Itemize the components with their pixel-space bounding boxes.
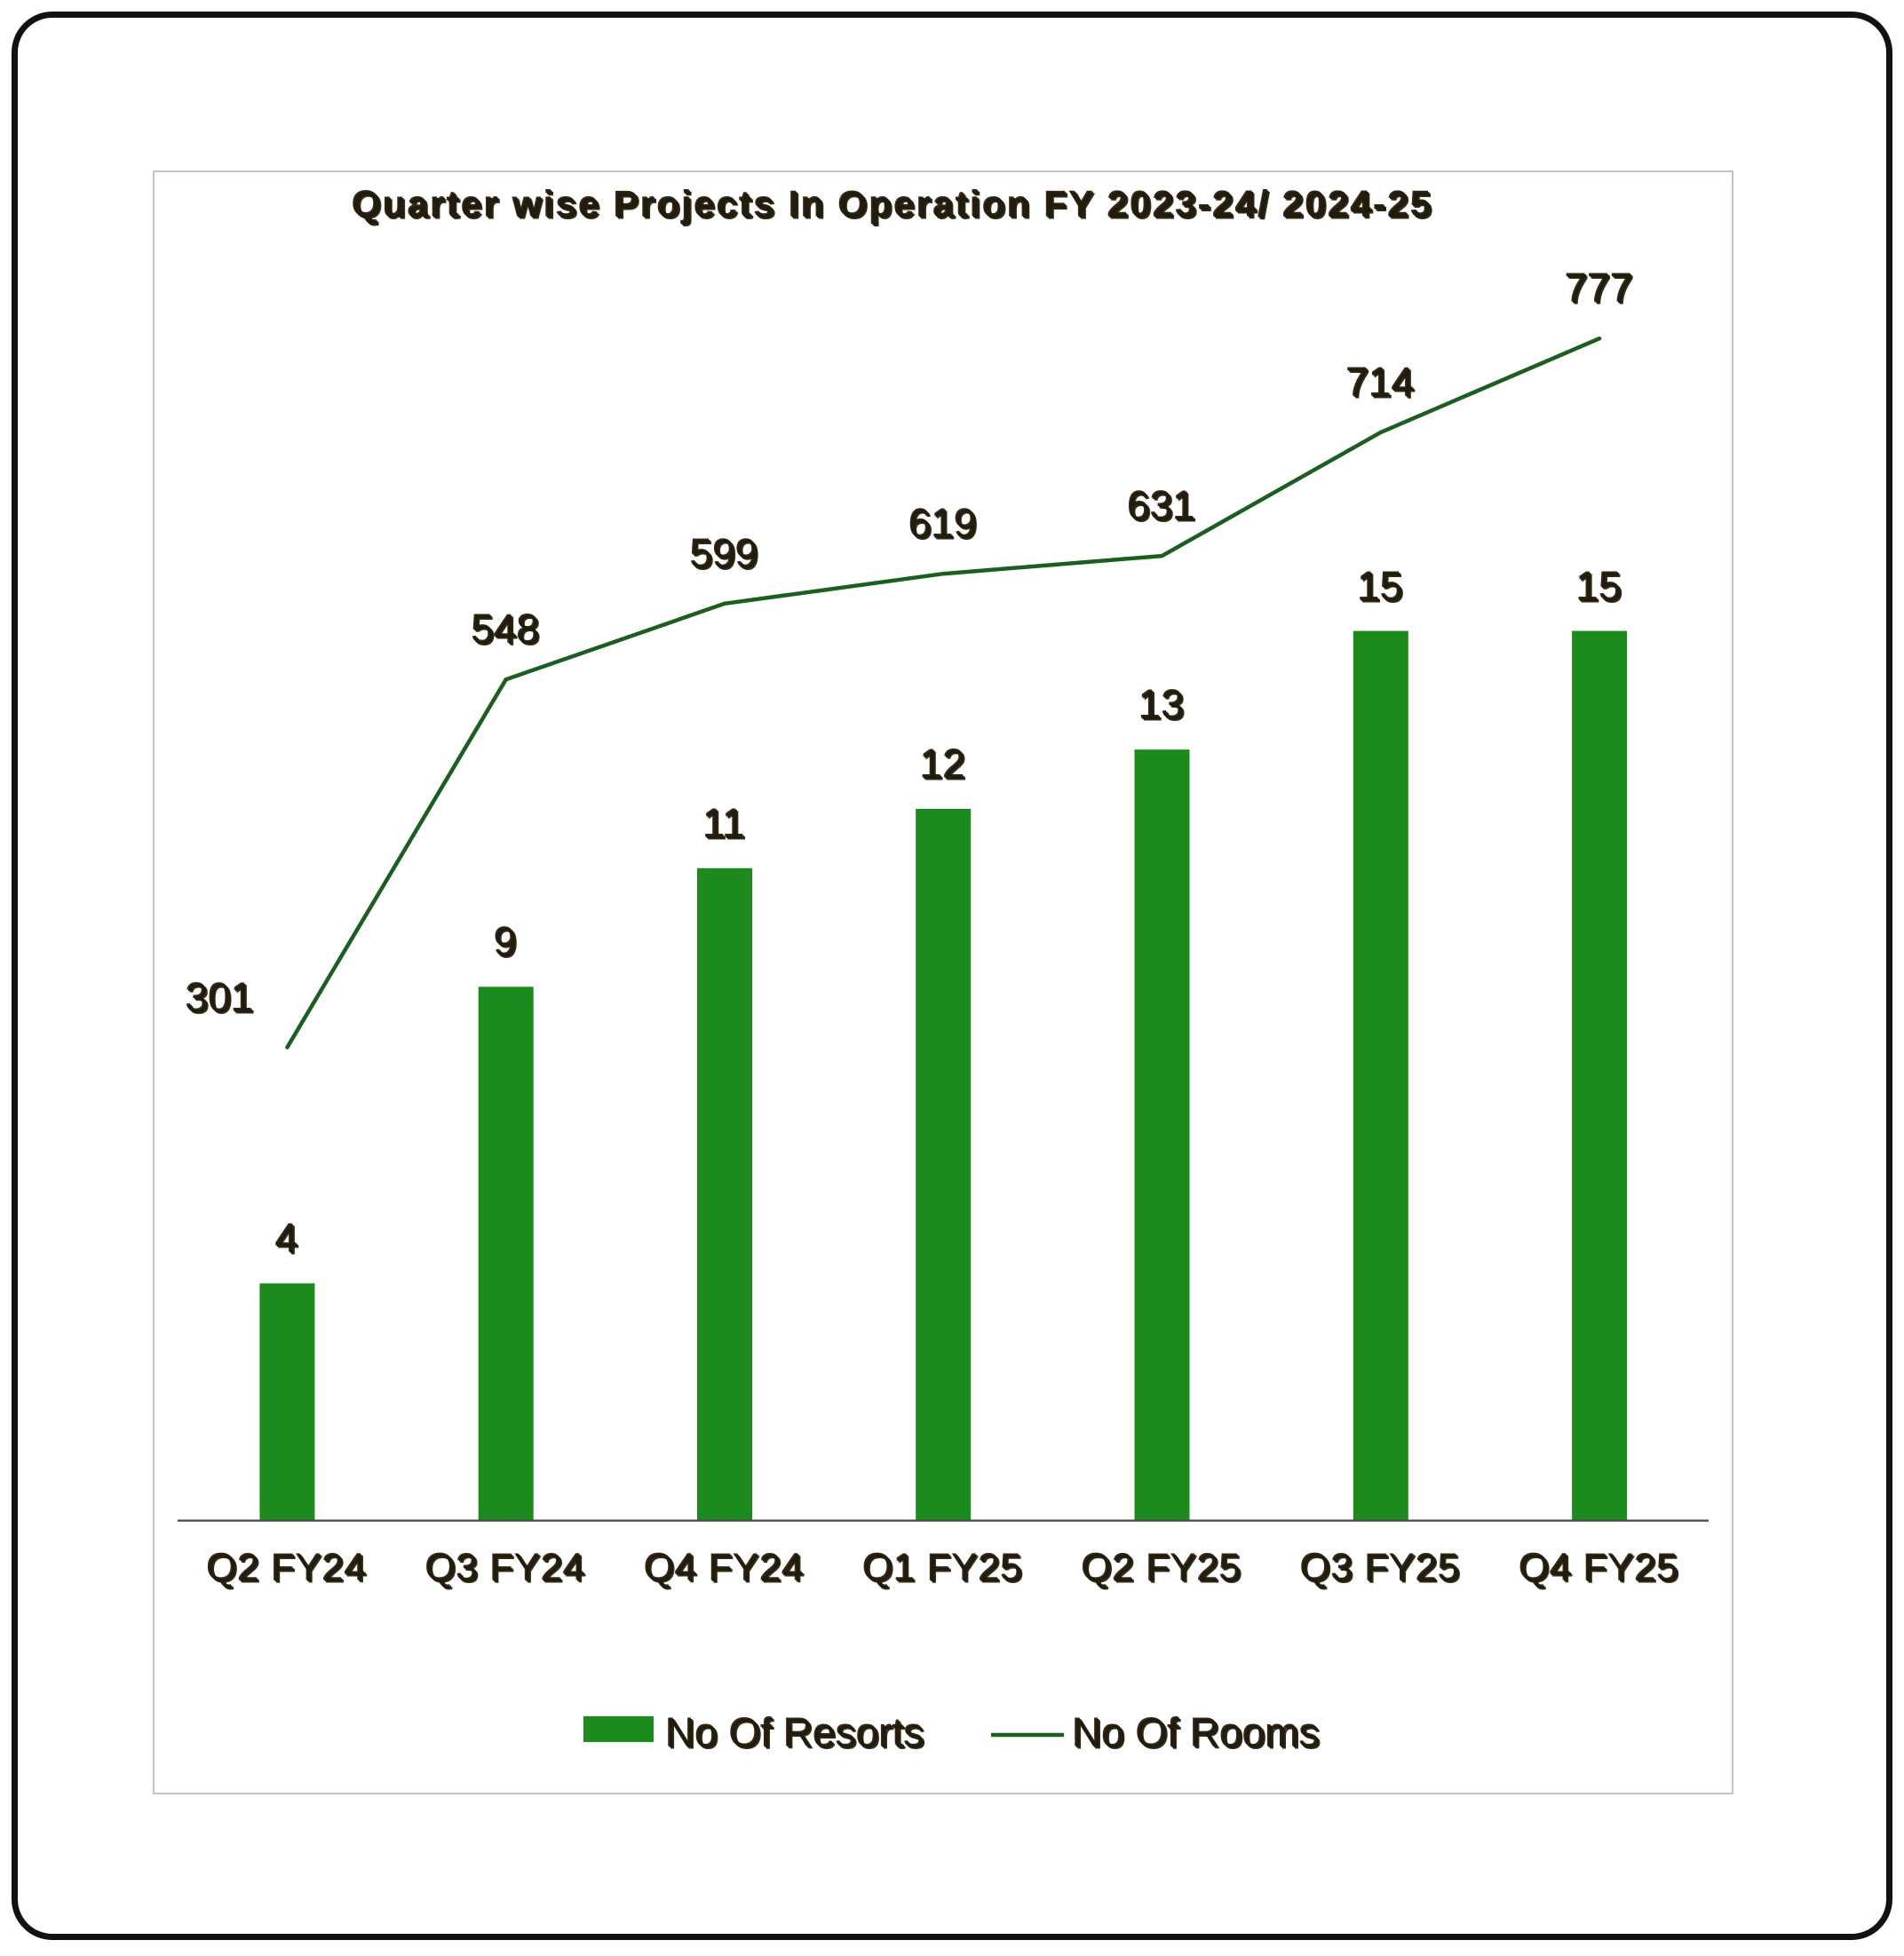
svg-text:15: 15	[1358, 564, 1403, 610]
svg-text:631: 631	[1128, 483, 1196, 529]
svg-text:11: 11	[703, 801, 746, 847]
svg-text:Q3 FY24: Q3 FY24	[426, 1547, 586, 1590]
svg-text:Quarter wise Projects In Opera: Quarter wise Projects In Operation FY 20…	[353, 184, 1434, 226]
svg-text:619: 619	[909, 501, 978, 547]
svg-text:4: 4	[276, 1216, 299, 1262]
svg-text:Q2 FY25: Q2 FY25	[1082, 1547, 1242, 1590]
svg-text:13: 13	[1139, 682, 1185, 728]
svg-text:Q4 FY25: Q4 FY25	[1519, 1547, 1679, 1590]
svg-text:714: 714	[1346, 360, 1415, 406]
svg-text:9: 9	[495, 919, 518, 965]
svg-text:Q4 FY24: Q4 FY24	[645, 1547, 805, 1590]
svg-text:Q2 FY24: Q2 FY24	[207, 1547, 367, 1590]
svg-text:Q3 FY25: Q3 FY25	[1301, 1547, 1461, 1590]
svg-text:548: 548	[472, 606, 540, 653]
svg-text:No Of Resorts: No Of Resorts	[666, 1710, 924, 1756]
svg-text:Q1 FY25: Q1 FY25	[863, 1547, 1023, 1590]
svg-text:777: 777	[1566, 265, 1634, 312]
svg-text:599: 599	[691, 531, 759, 577]
svg-text:No Of Rooms: No Of Rooms	[1073, 1710, 1321, 1756]
svg-text:301: 301	[186, 975, 255, 1021]
svg-text:12: 12	[921, 741, 966, 788]
svg-text:15: 15	[1577, 564, 1622, 610]
